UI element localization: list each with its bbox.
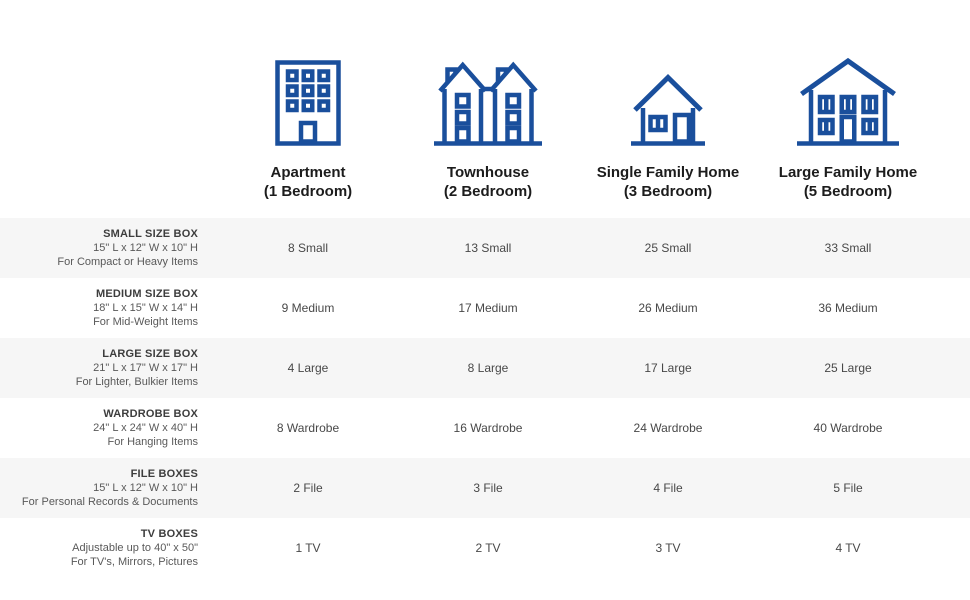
row-title: SMALL SIZE BOX [103,228,198,240]
table-row-small-box: SMALL SIZE BOX 15" L x 12" W x 10" H For… [0,218,970,278]
table-row-large-box: LARGE SIZE BOX 21" L x 17" W x 17" H For… [0,338,970,398]
row-title: FILE BOXES [130,468,198,480]
column-subtitle: (1 Bedroom) [263,183,353,200]
cell-value: 17 Large [644,361,692,375]
row-spacer [938,458,970,518]
row-spacer [938,398,970,458]
column-title: Townhouse (2 Bedroom) [444,163,532,201]
row-spacer [938,518,970,578]
cell-value: 1 TV [295,541,321,555]
row-label: WARDROBE BOX 24" L x 24" W x 40" H For H… [0,398,218,458]
header-spacer [938,50,970,218]
column-subtitle: (2 Bedroom) [443,183,533,200]
row-dimensions: 24" L x 24" W x 40" H [93,422,198,434]
row-label: MEDIUM SIZE BOX 18" L x 15" W x 14" H Fo… [0,278,218,338]
row-spacer [938,218,970,278]
cell-value: 3 File [473,481,503,495]
column-title: Apartment (1 Bedroom) [264,163,352,201]
cell-value: 4 File [653,481,683,495]
large-family-home-icon [794,50,902,146]
row-title: LARGE SIZE BOX [102,348,198,360]
cell-value: 33 Small [824,241,872,255]
table-row-tv-boxes: TV BOXES Adjustable up to 40" x 50" For … [0,518,970,578]
column-header-single-family: Single Family Home (3 Bedroom) [578,50,758,218]
cell-value: 8 Large [467,361,509,375]
row-description: For TV's, Mirrors, Pictures [70,556,198,568]
column-header-townhouse: Townhouse (2 Bedroom) [398,50,578,218]
table-row-medium-box: MEDIUM SIZE BOX 18" L x 15" W x 14" H Fo… [0,278,970,338]
table-row-file-boxes: FILE BOXES 15" L x 12" W x 10" H For Per… [0,458,970,518]
column-subtitle: (5 Bedroom) [803,183,893,200]
column-header-apartment: Apartment (1 Bedroom) [218,50,398,218]
apartment-icon [275,50,341,146]
column-subtitle: (3 Bedroom) [623,183,713,200]
row-label: TV BOXES Adjustable up to 40" x 50" For … [0,518,218,578]
cell-value: 4 TV [835,541,861,555]
row-title: MEDIUM SIZE BOX [95,288,198,300]
column-header-large-family: Large Family Home (5 Bedroom) [758,50,938,218]
cell-value: 25 Large [824,361,872,375]
cell-value: 13 Small [464,241,512,255]
column-title: Large Family Home (5 Bedroom) [779,163,917,201]
column-title: Single Family Home (3 Bedroom) [597,163,740,201]
cell-value: 5 File [833,481,863,495]
cell-value: 8 Wardrobe [276,421,340,435]
single-family-home-icon [628,50,708,146]
cell-value: 26 Medium [638,301,698,315]
row-label: SMALL SIZE BOX 15" L x 12" W x 10" H For… [0,218,218,278]
table-row-wardrobe-box: WARDROBE BOX 24" L x 24" W x 40" H For H… [0,398,970,458]
cell-value: 3 TV [655,541,681,555]
row-dimensions: Adjustable up to 40" x 50" [72,542,198,554]
row-dimensions: 21" L x 17" W x 17" H [93,362,198,374]
cell-value: 9 Medium [281,301,335,315]
row-title: WARDROBE BOX [103,408,198,420]
row-dimensions: 18" L x 15" W x 14" H [93,302,198,314]
cell-value: 40 Wardrobe [813,421,883,435]
cell-value: 24 Wardrobe [633,421,703,435]
townhouse-icon [434,50,542,146]
cell-value: 16 Wardrobe [453,421,523,435]
column-name: Single Family Home [596,164,740,181]
cell-value: 2 TV [475,541,501,555]
cell-value: 4 Large [287,361,329,375]
row-label: LARGE SIZE BOX 21" L x 17" W x 17" H For… [0,338,218,398]
header-spacer [0,50,218,218]
column-name: Apartment [270,164,346,181]
row-spacer [938,278,970,338]
row-dimensions: 15" L x 12" W x 10" H [93,482,198,494]
header-row: Apartment (1 Bedroom) [0,0,970,218]
column-name: Townhouse [446,164,530,181]
row-description: For Compact or Heavy Items [57,256,198,268]
row-description: For Personal Records & Documents [21,496,198,508]
row-description: For Hanging Items [107,436,198,448]
cell-value: 2 File [293,481,323,495]
cell-value: 36 Medium [818,301,878,315]
cell-value: 25 Small [644,241,692,255]
row-description: For Lighter, Bulkier Items [75,376,198,388]
row-description: For Mid-Weight Items [93,316,198,328]
cell-value: 8 Small [287,241,328,255]
row-title: TV BOXES [140,528,198,540]
row-dimensions: 15" L x 12" W x 10" H [93,242,198,254]
cell-value: 17 Medium [458,301,518,315]
row-label: FILE BOXES 15" L x 12" W x 10" H For Per… [0,458,218,518]
column-name: Large Family Home [778,164,918,181]
row-spacer [938,338,970,398]
